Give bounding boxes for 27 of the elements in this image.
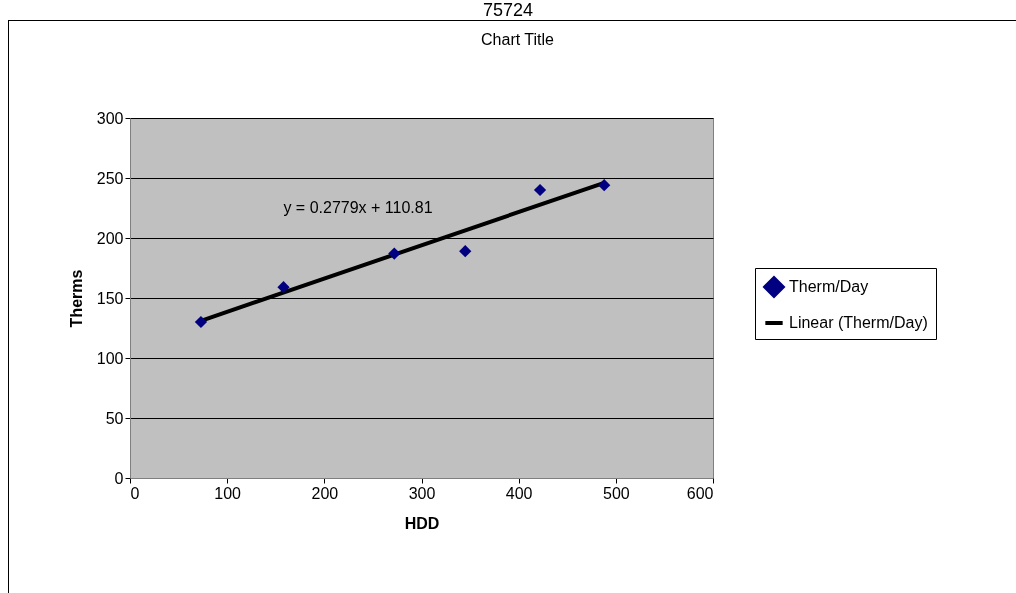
y-tick-label: 0: [114, 469, 124, 487]
point: [459, 245, 472, 258]
y-tick-label: 50: [105, 409, 124, 427]
y-tick-label: 300: [96, 109, 124, 127]
legend-label: Therm/Day: [789, 278, 869, 295]
text: 75724: [481, 0, 535, 20]
y-tick-label: 100: [96, 349, 124, 367]
annotation: y = 0.2779x + 110.81: [283, 199, 433, 216]
x-axis-title: HDD: [404, 514, 440, 532]
x-tick-label: 100: [214, 484, 242, 502]
x-tick-label: 500: [602, 484, 630, 502]
y-tick-label: 250: [96, 169, 124, 187]
point: [277, 281, 290, 294]
chart-title: Chart Title: [481, 31, 555, 48]
x-tick-label: 600: [686, 484, 714, 502]
y-tick-label: 150: [96, 289, 124, 307]
point: [194, 315, 208, 329]
x-tick-label: 400: [505, 484, 533, 502]
x-tick-label: 200: [311, 484, 339, 502]
x-tick-label: 0: [130, 484, 140, 502]
point: [598, 179, 611, 192]
point: [388, 247, 401, 260]
point: [533, 183, 547, 197]
y-axis-title: Therms: [67, 269, 85, 328]
y-tick-label: 200: [96, 229, 124, 247]
legend-label: Linear (Therm/Day): [789, 314, 928, 331]
x-tick-label: 300: [408, 484, 436, 502]
